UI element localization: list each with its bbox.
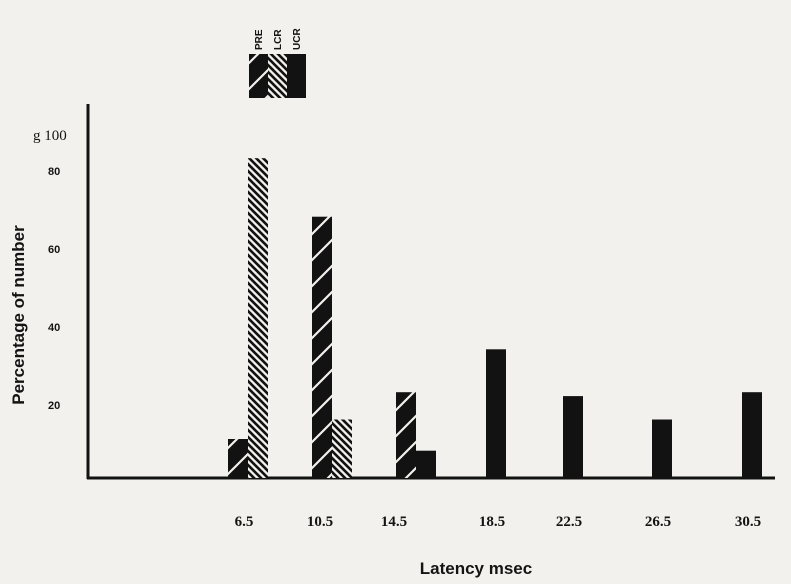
bar-10-5-2: [332, 420, 352, 479]
bar-6-5-2: [248, 158, 268, 478]
y-tick-labels: 20 40 60 80: [48, 166, 60, 412]
chart-legend: PRE LCR UCR: [249, 28, 306, 98]
bar-14-5-2: [416, 451, 436, 478]
x-tick-label: 30.5: [735, 514, 761, 530]
y-tick-label: 80: [48, 166, 60, 178]
y-axis-label: Percentage of number: [9, 225, 28, 405]
legend-swatch-ucr: [287, 54, 306, 98]
bar-14-5-1: [396, 392, 416, 478]
y-tick-label-top: g 100: [33, 128, 67, 144]
x-tick-label: 6.5: [235, 514, 254, 530]
legend-label-ucr: UCR: [292, 28, 303, 50]
y-tick-label: 20: [48, 400, 60, 412]
legend-label-pre: PRE: [254, 29, 265, 50]
bar-18-5-1: [486, 349, 506, 478]
x-tick-labels: 6.5 10.5 14.5 18.5 22.5 26.5 30.5: [235, 514, 762, 530]
bar-22-5-1: [563, 396, 583, 478]
x-tick-label: 22.5: [556, 514, 582, 530]
legend-swatch-lcr: [268, 54, 287, 98]
bar-26-5-1: [652, 420, 672, 479]
x-tick-label: 18.5: [479, 514, 505, 530]
x-tick-label: 26.5: [645, 514, 671, 530]
bar-10-5-1: [312, 217, 332, 478]
bar-30-5-1: [742, 392, 762, 478]
x-tick-label: 10.5: [307, 514, 333, 530]
legend-label-lcr: LCR: [273, 29, 284, 50]
y-tick-label: 40: [48, 322, 60, 334]
x-tick-label: 14.5: [381, 514, 407, 530]
bar-6-5-1: [228, 439, 248, 478]
y-tick-label: 60: [48, 244, 60, 256]
chart-bars: [228, 158, 762, 478]
legend-swatch-pre: [249, 54, 268, 98]
x-axis-label: Latency msec: [420, 559, 532, 578]
